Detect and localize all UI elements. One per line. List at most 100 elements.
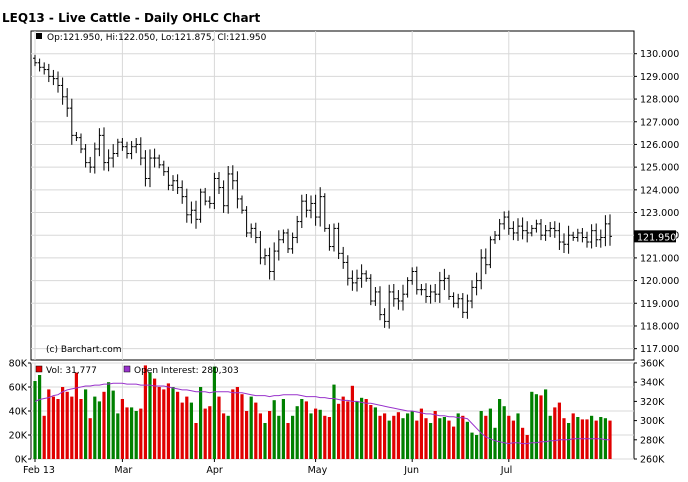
- ohlc-bar: [401, 284, 405, 311]
- ohlc-bar: [60, 77, 65, 105]
- volume-bar: [396, 412, 400, 459]
- volume-bar: [442, 417, 446, 459]
- volume-bar: [268, 411, 272, 459]
- volume-bar: [125, 407, 129, 459]
- open-interest-axis: 360K 340K 320K 300K 280K 260K: [634, 359, 665, 466]
- ohlc-bar: [267, 247, 272, 280]
- ohlc-bar: [424, 283, 428, 303]
- ohlc-bar: [299, 194, 304, 229]
- volume-bar: [332, 384, 336, 459]
- ohlc-bar: [332, 223, 336, 252]
- ohlc-bar: [502, 211, 507, 230]
- ohlc-bar: [543, 224, 548, 241]
- volume-bar: [314, 408, 318, 459]
- ohlc-bar: [148, 149, 152, 188]
- ohlc-bar: [548, 221, 553, 238]
- ohlc-bar: [65, 88, 70, 117]
- volume-bar: [56, 399, 60, 459]
- ohlc-bar: [263, 248, 267, 266]
- ohlc-bar: [410, 267, 415, 285]
- oi-tick-label: 320K: [640, 397, 665, 408]
- volume-bar: [208, 406, 212, 459]
- volume-bar: [134, 411, 138, 459]
- ohlc-bar: [56, 71, 60, 93]
- volume-bar: [93, 396, 97, 459]
- volume-bar: [249, 396, 253, 459]
- ohlc-bar: [442, 268, 447, 291]
- ohlc-bar: [253, 222, 258, 244]
- volume-bar: [355, 401, 359, 459]
- x-tick-label: Apr: [206, 465, 223, 476]
- ohlc-bar: [249, 223, 254, 238]
- volume-bar: [157, 387, 161, 459]
- volume-bar: [130, 407, 134, 459]
- volume-bar: [222, 413, 226, 459]
- ohlc-bar: [143, 150, 148, 187]
- volume-bar: [217, 396, 221, 459]
- ohlc-bar: [575, 228, 580, 242]
- volume-bar: [185, 396, 189, 459]
- ohlc-bar: [419, 283, 424, 296]
- volume-bar: [603, 418, 607, 459]
- ohlc-bar: [516, 218, 520, 241]
- x-tick-label: May: [308, 465, 328, 476]
- volume-bar: [534, 394, 538, 459]
- ohlc-bar: [313, 194, 318, 226]
- open-interest-legend-label: Open Interest: 280,303: [134, 366, 239, 376]
- x-tick-label: Jun: [403, 465, 419, 476]
- price-tick-label: 120.000: [640, 276, 679, 287]
- ohlc-bar: [387, 284, 392, 329]
- price-tick-label: 126.000: [640, 140, 679, 151]
- volume-bar: [102, 391, 106, 459]
- volume-bar: [153, 378, 157, 459]
- volume-bar: [383, 413, 387, 459]
- volume-bar: [254, 402, 258, 459]
- x-tick-label: Mar: [114, 465, 132, 476]
- ohlc-bar: [217, 172, 221, 194]
- ohlc-bar: [74, 131, 79, 142]
- ohlc-bar: [226, 166, 231, 214]
- volume-bar: [235, 387, 239, 459]
- volume-bar: [327, 417, 331, 459]
- volume-bar: [419, 408, 423, 459]
- volume-bar: [143, 365, 147, 459]
- volume-bar: [171, 387, 175, 459]
- ohlc-bar: [405, 277, 410, 298]
- ohlc-bar: [571, 231, 576, 241]
- price-tick-label: 123.000: [640, 208, 679, 219]
- ohlc-bar: [295, 215, 300, 244]
- ohlc-bar: [511, 221, 516, 241]
- ohlc-bar: [88, 156, 93, 173]
- ohlc-bar: [336, 222, 341, 260]
- price-tick-label: 127.000: [640, 117, 679, 128]
- volume-bar: [429, 423, 433, 459]
- ohlc-bars: [33, 54, 612, 329]
- ohlc-bar: [189, 201, 194, 224]
- ohlc-bar: [166, 166, 171, 191]
- oi-tick-label: 360K: [640, 359, 665, 370]
- volume-bar: [470, 432, 474, 459]
- ohlc-bar: [120, 138, 125, 151]
- volume-bar: [493, 427, 497, 459]
- price-tick-label: 119.000: [640, 299, 679, 310]
- volume-bar: [424, 418, 428, 459]
- volume-bar: [272, 400, 276, 459]
- volume-bar: [47, 389, 51, 459]
- ohlc-bar: [134, 138, 139, 154]
- volume-bar: [567, 423, 571, 459]
- ohlc-bar: [272, 242, 277, 281]
- ohlc-bar: [373, 287, 378, 306]
- ohlc-bar: [525, 221, 530, 243]
- volume-bar: [245, 411, 249, 459]
- ohlc-bar: [184, 188, 189, 223]
- ohlc-bar: [221, 180, 226, 213]
- volume-bar: [576, 417, 580, 459]
- volume-bar: [401, 418, 405, 459]
- volume-bar: [79, 399, 83, 459]
- volume-bar: [456, 413, 460, 459]
- price-grid: [31, 53, 634, 350]
- oi-tick-label: 340K: [640, 378, 665, 389]
- ohlc-bar: [42, 62, 47, 75]
- volume-bar: [373, 407, 377, 459]
